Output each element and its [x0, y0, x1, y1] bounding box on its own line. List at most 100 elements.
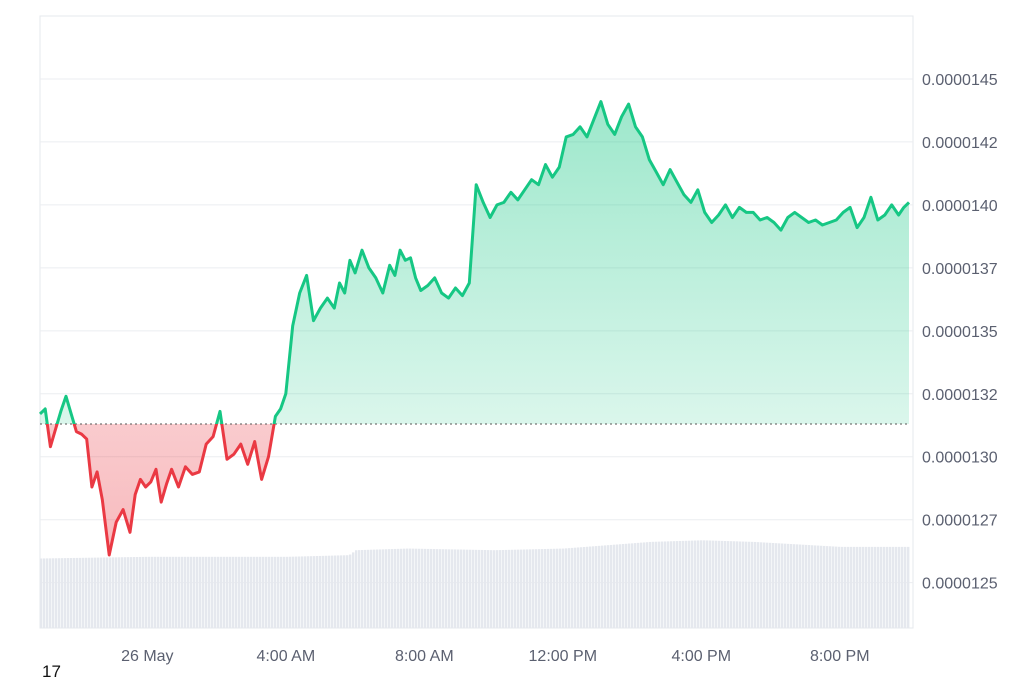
volume-bar — [553, 548, 556, 628]
volume-bar — [499, 550, 502, 628]
volume-bar — [685, 540, 688, 628]
volume-bar — [727, 541, 730, 628]
volume-bar — [496, 550, 499, 628]
volume-bar — [88, 557, 91, 628]
volume-bar — [739, 541, 742, 628]
volume-bar — [895, 546, 898, 628]
volume-bar — [346, 555, 349, 628]
volume-bar — [664, 541, 667, 628]
volume-bar — [325, 555, 328, 628]
volume-bar — [391, 549, 394, 628]
volume-bar — [421, 548, 424, 628]
volume-bar — [190, 556, 193, 628]
volume-bar — [301, 556, 304, 628]
volume-bar — [637, 542, 640, 628]
volume-bar — [76, 557, 79, 628]
volume-bar — [889, 546, 892, 628]
volume-bar — [256, 556, 259, 628]
volume-bar — [172, 556, 175, 628]
volume-bar — [481, 549, 484, 628]
volume-bar — [277, 556, 280, 628]
volume-bar — [412, 548, 415, 628]
volume-bar — [208, 556, 211, 628]
volume-bar — [502, 549, 505, 628]
volume-bar — [748, 541, 751, 628]
y-tick-label: 0.0000130 — [922, 450, 998, 467]
volume-bar — [628, 543, 631, 628]
volume-bar — [316, 556, 319, 628]
volume-bar — [871, 546, 874, 628]
volume-bar — [523, 549, 526, 628]
volume-bar — [130, 557, 133, 628]
volume-bar — [625, 543, 628, 628]
volume-bar — [595, 546, 598, 628]
volume-bar — [832, 546, 835, 628]
volume-bar — [274, 556, 277, 628]
volume-bar — [400, 548, 403, 628]
y-tick-label: 0.0000125 — [922, 576, 998, 593]
volume-bar — [160, 556, 163, 628]
volume-bar — [271, 556, 274, 628]
volume-bar — [115, 557, 118, 628]
volume-bar — [319, 555, 322, 628]
volume-bar — [448, 549, 451, 628]
volume-bar — [604, 545, 607, 628]
volume-bar — [193, 556, 196, 628]
volume-bar — [217, 556, 220, 628]
volume-bar — [439, 549, 442, 628]
volume-bar — [592, 546, 595, 628]
volume-bar — [721, 540, 724, 628]
volume-bar — [46, 558, 49, 628]
volume-bar — [823, 545, 826, 628]
volume-bar — [163, 556, 166, 628]
volume-bar — [907, 546, 910, 628]
volume-bar — [175, 556, 178, 628]
x-axis: 26 May 4:00 AM 8:00 AM 12:00 PM 4:00 PM 8:00 … — [121, 648, 869, 665]
volume-bar — [43, 558, 46, 628]
volume-bar — [784, 543, 787, 628]
volume-bar — [154, 556, 157, 628]
volume-bar — [718, 540, 721, 628]
volume-bar — [238, 556, 241, 628]
volume-bar — [235, 556, 238, 628]
volume-bar — [826, 546, 829, 628]
volume-bar — [280, 556, 283, 628]
volume-bar — [463, 549, 466, 628]
volume-bar — [616, 544, 619, 628]
volume-bar — [100, 557, 103, 628]
volume-bar — [766, 542, 769, 628]
volume-bar — [232, 556, 235, 628]
volume-bar — [58, 558, 61, 628]
volume-bar — [850, 546, 853, 628]
volume-bar — [733, 541, 736, 628]
volume-bar — [64, 558, 67, 628]
volume-bar — [643, 542, 646, 628]
volume-bar — [565, 548, 568, 628]
volume-bar — [574, 547, 577, 628]
volume-bar — [484, 550, 487, 628]
volume-bar — [862, 546, 865, 628]
volume-bar — [673, 541, 676, 628]
volume-bar — [223, 556, 226, 628]
y-tick-label: 0.0000132 — [922, 387, 998, 404]
y-tick-label: 0.0000137 — [922, 261, 998, 278]
volume-bar — [676, 541, 679, 628]
volume-bar — [343, 555, 346, 628]
volume-bar — [211, 556, 214, 628]
volume-bar — [883, 546, 886, 628]
volume-bar — [667, 541, 670, 628]
volume-bar — [559, 548, 562, 628]
volume-bar — [376, 549, 379, 628]
x-tick-label: 4:00 AM — [256, 648, 315, 665]
volume-bar — [358, 550, 361, 628]
volume-bar — [898, 546, 901, 628]
volume-bar — [103, 557, 106, 628]
volume-bar — [817, 545, 820, 628]
volume-bar — [754, 541, 757, 628]
x-tick-label: 8:00 PM — [810, 648, 870, 665]
volume-bar — [589, 546, 592, 628]
volume-bar — [361, 550, 364, 628]
volume-bar — [436, 549, 439, 628]
volume-bar — [79, 557, 82, 628]
